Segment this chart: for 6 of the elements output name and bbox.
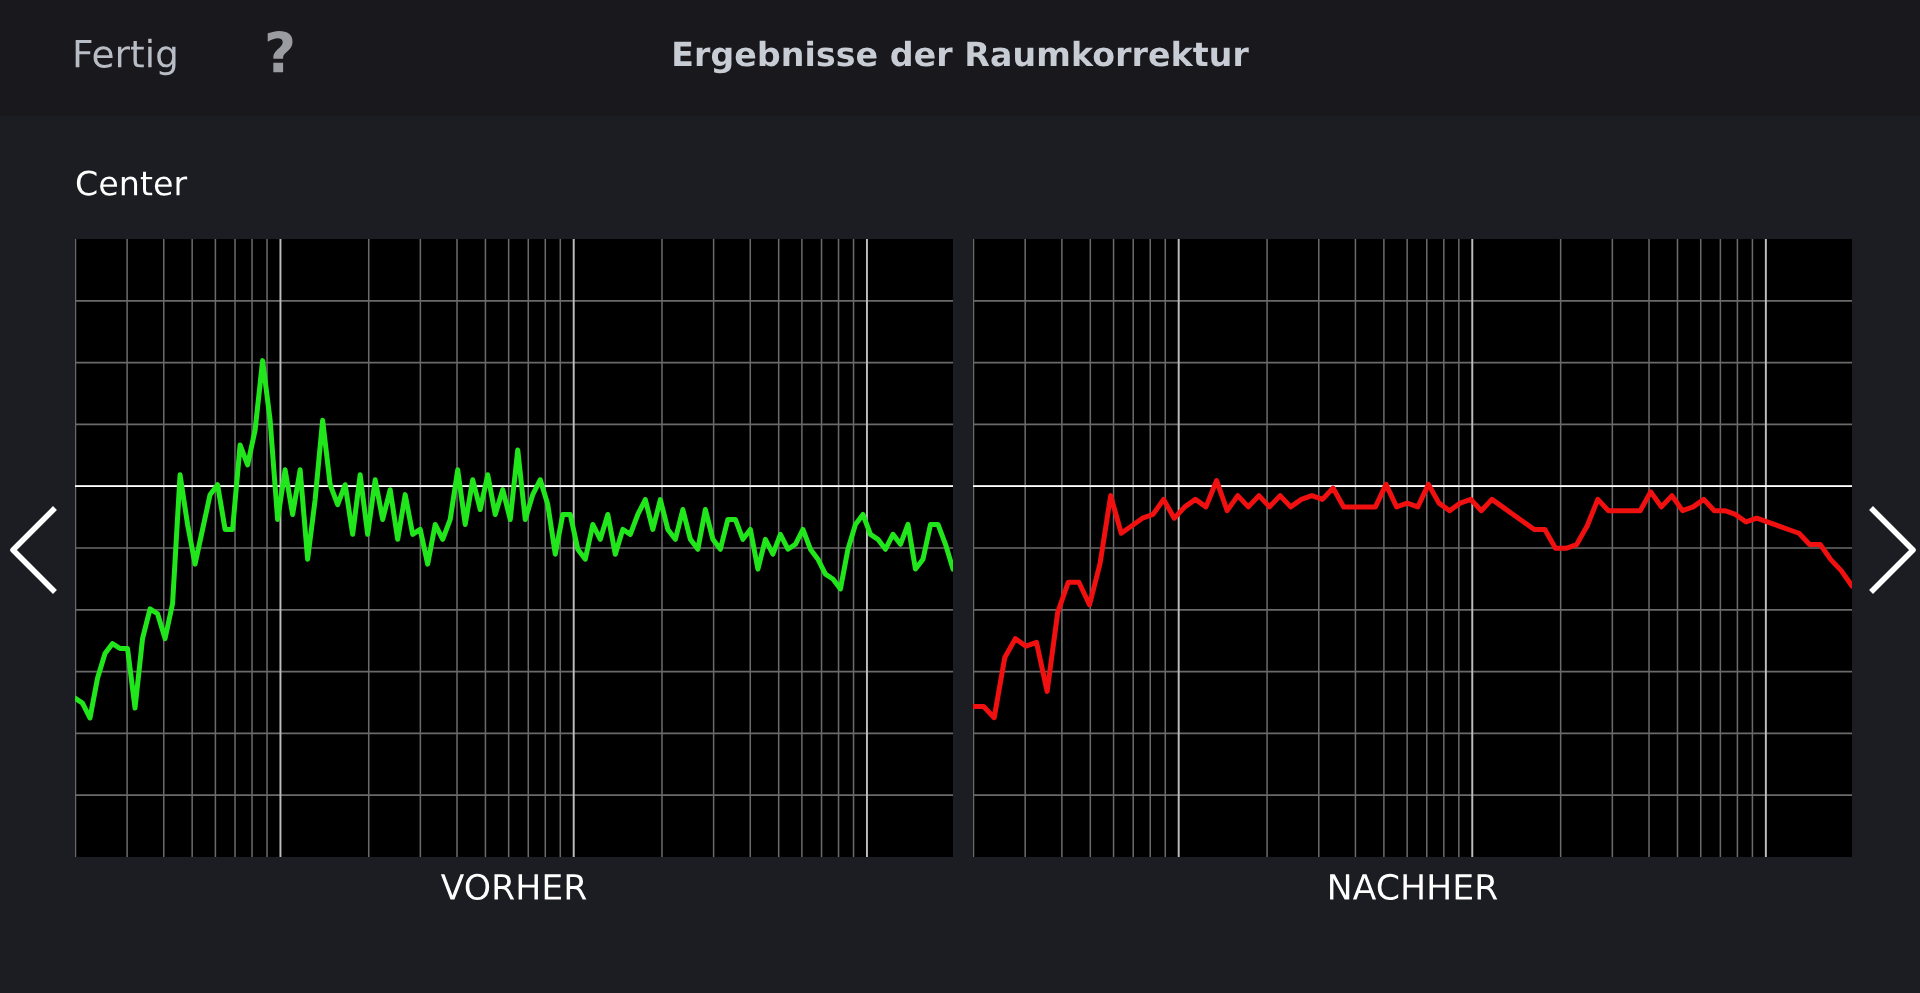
chart-title: Ergebnisse der Raumkorrektur	[674, 40, 1249, 74]
x-axis-title: NACHHER	[1330, 873, 1498, 901]
text: ?	[267, 31, 293, 73]
x-axis-title: VORHER	[440, 873, 587, 901]
text: Fertig	[75, 38, 176, 76]
chart-subtitle: Center	[76, 170, 188, 196]
